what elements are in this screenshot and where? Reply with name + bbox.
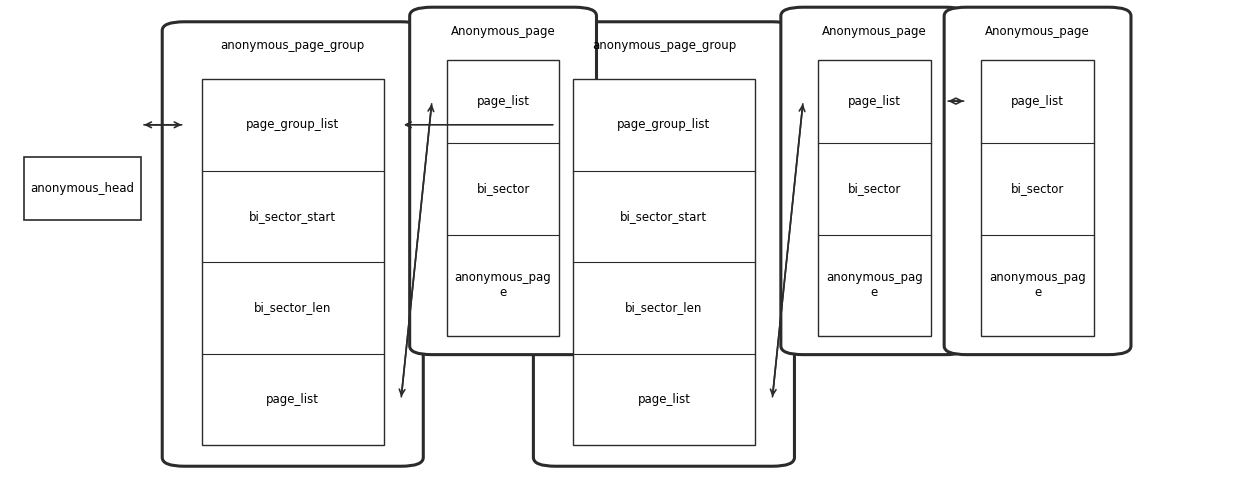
Text: page_list: page_list — [476, 95, 529, 107]
FancyBboxPatch shape — [781, 7, 967, 355]
Text: page_list: page_list — [1011, 95, 1064, 107]
Text: bi_sector_start: bi_sector_start — [249, 210, 336, 223]
Text: bi_sector_len: bi_sector_len — [254, 302, 331, 314]
Text: page_list: page_list — [848, 95, 900, 107]
Text: bi_sector: bi_sector — [476, 182, 529, 195]
Text: bi_sector_len: bi_sector_len — [625, 302, 703, 314]
Text: anonymous_page_group: anonymous_page_group — [221, 39, 365, 52]
Text: page_group_list: page_group_list — [246, 118, 340, 131]
Text: page_group_list: page_group_list — [618, 118, 711, 131]
Text: bi_sector_start: bi_sector_start — [620, 210, 708, 223]
Text: anonymous_head: anonymous_head — [31, 182, 134, 195]
Text: anonymous_pag
e: anonymous_pag e — [990, 271, 1086, 300]
Text: bi_sector: bi_sector — [848, 182, 901, 195]
Text: anonymous_pag
e: anonymous_pag e — [826, 271, 923, 300]
Bar — [981, 60, 1094, 336]
Text: Anonymous_page: Anonymous_page — [822, 25, 926, 38]
Bar — [818, 60, 930, 336]
Text: anonymous_page_group: anonymous_page_group — [591, 39, 737, 52]
Text: Anonymous_page: Anonymous_page — [986, 25, 1090, 38]
Text: Anonymous_page: Anonymous_page — [450, 25, 556, 38]
FancyBboxPatch shape — [409, 7, 596, 355]
FancyBboxPatch shape — [944, 7, 1131, 355]
Text: anonymous_pag
e: anonymous_pag e — [455, 271, 552, 300]
Text: page_list: page_list — [267, 393, 319, 406]
Bar — [24, 157, 141, 220]
Text: bi_sector: bi_sector — [1011, 182, 1064, 195]
Bar — [573, 79, 755, 446]
Bar — [202, 79, 383, 446]
FancyBboxPatch shape — [533, 22, 795, 466]
Bar — [446, 60, 559, 336]
FancyBboxPatch shape — [162, 22, 423, 466]
Text: page_list: page_list — [637, 393, 691, 406]
